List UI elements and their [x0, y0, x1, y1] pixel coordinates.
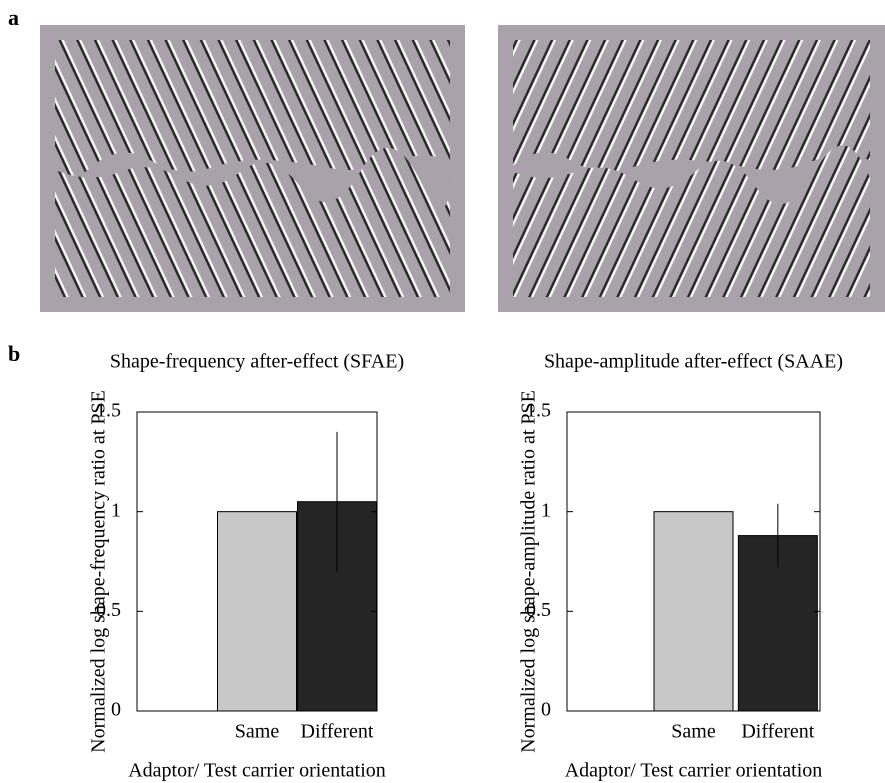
figure: a b SameDifferent00.511.5Shape-frequency…: [0, 0, 885, 783]
panel-label: a: [8, 5, 19, 30]
stimulus-left: [40, 25, 465, 312]
bar: [218, 512, 297, 711]
bar: [654, 512, 733, 711]
x-axis-label: Adaptor/ Test carrier orientation: [128, 760, 386, 782]
chart-title: Shape-amplitude after-effect (SAAE): [544, 351, 843, 373]
stimulus-right: [498, 25, 885, 312]
y-tick-label: 1: [111, 499, 121, 521]
x-tick-label: Same: [671, 721, 716, 743]
x-tick-label: Same: [235, 721, 280, 743]
y-tick-label: 0: [111, 699, 121, 721]
panel-label: b: [8, 341, 20, 366]
x-tick-label: Different: [301, 721, 374, 743]
x-axis-label: Adaptor/ Test carrier orientation: [565, 760, 823, 782]
y-tick-label: 1: [541, 499, 551, 521]
y-axis-label: Normalized log shape-frequency ratio at …: [88, 390, 110, 753]
y-tick-label: 0: [541, 699, 551, 721]
x-tick-label: Different: [741, 721, 814, 743]
chart-title: Shape-frequency after-effect (SFAE): [110, 351, 404, 373]
y-axis-label: Normalized log shape-amplitude ratio at …: [518, 390, 540, 753]
